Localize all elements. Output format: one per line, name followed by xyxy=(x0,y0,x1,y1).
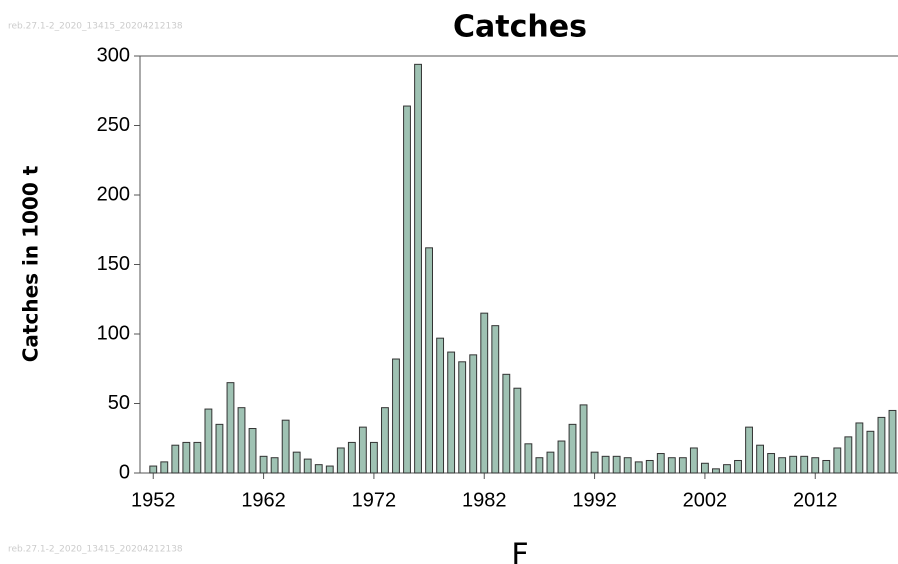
y-tick-label: 0 xyxy=(119,461,130,483)
bar xyxy=(800,455,809,474)
bar xyxy=(568,423,577,474)
x-tick-label: 1982 xyxy=(462,489,507,511)
bar xyxy=(634,461,643,474)
watermark: reb.27.1-2_2020_13415_20204212138 xyxy=(8,22,183,32)
y-tick-label: 200 xyxy=(97,183,130,205)
bar xyxy=(270,457,279,474)
bar xyxy=(557,440,566,474)
bar xyxy=(414,63,422,474)
bar xyxy=(601,455,610,474)
bar xyxy=(259,455,268,474)
bar xyxy=(171,444,180,474)
bar xyxy=(325,465,334,474)
bar xyxy=(425,247,433,474)
bar xyxy=(292,451,301,474)
bar xyxy=(689,447,698,474)
bar xyxy=(579,404,588,474)
bar xyxy=(347,441,356,474)
bar xyxy=(524,443,533,474)
y-tick-label: 100 xyxy=(97,322,130,344)
bar xyxy=(447,351,456,474)
y-tick-label: 250 xyxy=(97,114,130,136)
x-tick-label: 1972 xyxy=(352,489,397,511)
bar xyxy=(734,459,742,474)
bar xyxy=(546,451,555,474)
bar xyxy=(778,457,787,474)
bar xyxy=(612,455,621,474)
watermark: reb.27.1-2_2020_13415_20204212138 xyxy=(8,545,183,555)
bar xyxy=(369,441,378,474)
x-tick-label: 1992 xyxy=(572,489,617,511)
bar xyxy=(623,457,632,474)
bar xyxy=(700,462,709,474)
x-tick-label: 1952 xyxy=(131,489,176,511)
chart-title: Catches xyxy=(453,10,587,45)
bar xyxy=(822,459,831,474)
bar xyxy=(458,361,467,474)
y-tick-label: 150 xyxy=(97,253,130,275)
bar xyxy=(888,409,897,474)
bar xyxy=(215,423,224,474)
bar xyxy=(723,464,731,474)
bar xyxy=(281,419,290,474)
bar xyxy=(745,426,753,474)
bar xyxy=(237,407,246,474)
x-axis-label: F xyxy=(511,538,528,564)
bar xyxy=(645,459,654,474)
bar xyxy=(381,407,389,474)
bar xyxy=(436,337,445,474)
bar xyxy=(403,105,411,474)
bar xyxy=(392,358,400,474)
bar xyxy=(756,444,765,474)
bar xyxy=(226,382,235,474)
bar xyxy=(866,430,875,474)
bar xyxy=(358,426,367,474)
y-axis-label: Catches in 1000 t xyxy=(19,165,43,362)
bar xyxy=(590,451,599,474)
bar xyxy=(160,461,169,474)
bar xyxy=(182,441,191,474)
bar xyxy=(480,312,489,474)
x-tick-label: 2002 xyxy=(683,489,728,511)
bar xyxy=(678,457,687,474)
bar xyxy=(248,428,257,474)
bar xyxy=(833,447,842,474)
bar xyxy=(855,422,864,474)
bar xyxy=(303,458,312,474)
y-tick-label: 300 xyxy=(97,44,130,66)
bar xyxy=(149,465,158,474)
bar xyxy=(336,447,345,474)
bar xyxy=(314,464,323,474)
bar xyxy=(193,441,202,474)
bar xyxy=(656,453,665,474)
bar xyxy=(502,373,511,474)
bar xyxy=(877,416,886,474)
bar xyxy=(811,457,820,474)
bar xyxy=(469,354,478,474)
bar xyxy=(667,457,676,474)
bar xyxy=(513,387,522,474)
bar xyxy=(204,408,213,474)
bar xyxy=(767,453,776,474)
bar xyxy=(491,325,500,474)
x-tick-label: 2012 xyxy=(793,489,838,511)
bar xyxy=(535,457,544,474)
bar xyxy=(844,436,853,474)
bar xyxy=(789,455,798,474)
bar xyxy=(712,468,720,474)
y-tick-label: 50 xyxy=(108,392,130,414)
x-tick-label: 1962 xyxy=(241,489,286,511)
